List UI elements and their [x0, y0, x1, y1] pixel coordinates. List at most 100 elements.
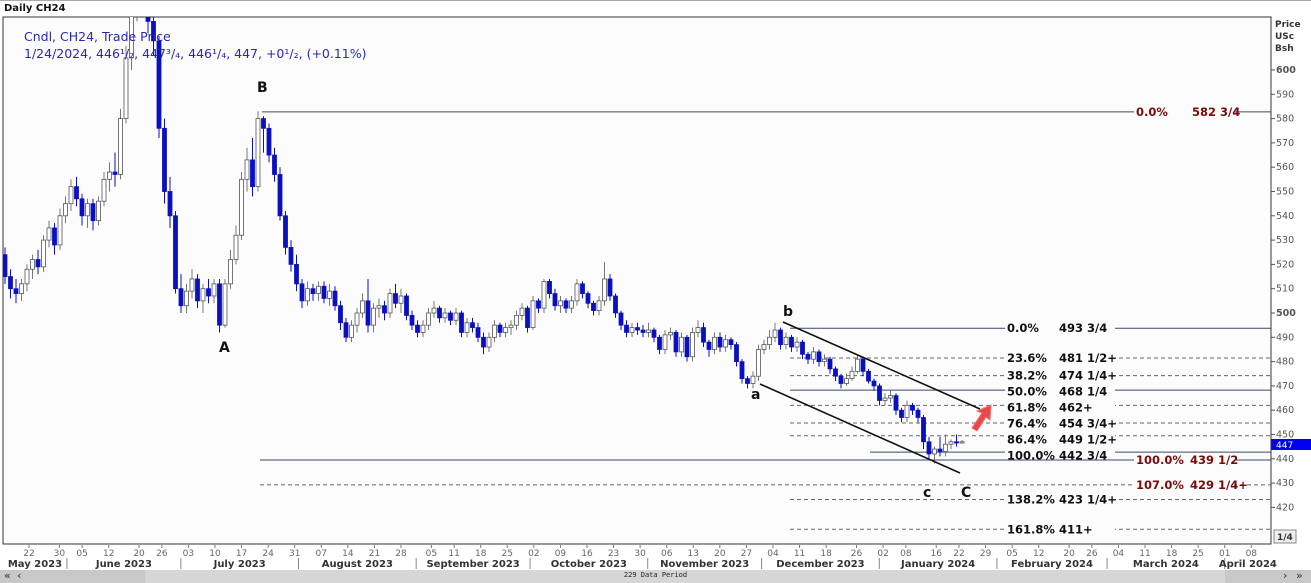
scroll-first-icon[interactable]: «	[4, 569, 11, 582]
fib-percent: 76.4%	[1007, 417, 1047, 431]
candle	[96, 196, 101, 226]
candle	[690, 327, 695, 362]
candle	[349, 320, 354, 343]
channel-upper-line[interactable]	[782, 321, 981, 410]
y-tick-label: 550	[1276, 187, 1294, 198]
candle	[816, 349, 822, 367]
candle-body	[217, 283, 222, 326]
channel-lower-line[interactable]	[759, 383, 961, 474]
candle-body	[761, 344, 767, 350]
x-tick-label: 25	[502, 549, 513, 559]
x-tick-label: 18	[820, 549, 832, 559]
candle	[514, 310, 519, 331]
scroll-last-icon[interactable]: »	[1296, 569, 1303, 582]
candle-body	[816, 351, 822, 363]
candle-body	[530, 300, 536, 328]
candle-body	[288, 246, 294, 265]
scroll-left-icon[interactable]: ‹	[17, 569, 22, 582]
fib-label-bg	[1005, 321, 1115, 335]
wave-label-a: a	[751, 387, 760, 403]
candle	[624, 320, 629, 338]
candle-body	[563, 300, 569, 309]
candle-body	[893, 395, 899, 411]
scrollbar-thumb[interactable]	[145, 570, 1225, 583]
candle-body	[607, 278, 613, 297]
wave-label-A: A	[219, 340, 230, 356]
candle-body	[662, 334, 668, 350]
candle	[360, 293, 365, 318]
candle	[563, 298, 569, 313]
candle	[789, 334, 794, 352]
candle-body	[360, 300, 365, 314]
candle	[145, 17, 151, 34]
candle	[376, 298, 382, 318]
fib-label-bg	[1005, 492, 1115, 506]
candle-body	[822, 358, 827, 363]
fib-percent: 50.0%	[1007, 385, 1047, 399]
candle-body	[690, 332, 695, 358]
candle-body	[602, 278, 607, 302]
month-label: February 2024	[1011, 559, 1093, 570]
candle	[684, 334, 690, 362]
candle	[800, 339, 805, 360]
candle-body	[492, 324, 497, 338]
candle-body	[552, 293, 558, 307]
candle-body	[712, 336, 717, 350]
candle-body	[910, 404, 915, 411]
x-tick-label: 28	[395, 549, 407, 559]
candle-body	[921, 417, 926, 443]
candle	[250, 138, 255, 197]
candle	[228, 249, 233, 289]
candle	[866, 368, 871, 384]
candle	[591, 300, 596, 316]
candle-body	[74, 186, 79, 200]
candle-body	[376, 305, 382, 309]
candle	[79, 193, 85, 226]
candle-body	[580, 283, 585, 294]
x-tick-label: 29	[980, 549, 992, 559]
candle	[13, 278, 19, 304]
candle	[206, 278, 211, 304]
candle	[519, 303, 525, 321]
fib-label-bg	[1134, 453, 1234, 467]
candle	[338, 300, 343, 331]
candle-body	[382, 305, 387, 314]
candle-body	[233, 234, 239, 260]
candle	[299, 278, 305, 309]
candle	[882, 393, 888, 406]
x-tick-label: 02	[528, 549, 539, 559]
x-tick-label: 09	[555, 549, 567, 559]
candle	[464, 317, 470, 338]
candle	[211, 278, 217, 304]
candle	[448, 310, 453, 326]
fib-label-bg	[1005, 416, 1115, 430]
time-axis[interactable]: 22 30 05 12 20 26 03 10 17 24 31 07 14 21 28 05 11 18 25 02…	[0, 545, 1311, 570]
fib-label-bg	[1005, 350, 1115, 364]
candle	[547, 278, 552, 299]
candle	[239, 172, 244, 241]
candle	[640, 325, 646, 338]
candle	[409, 310, 415, 331]
price-axis[interactable]: Price USc Bsh 447 1/4 600 590 580 570 560 550…	[1270, 17, 1311, 544]
x-tick-label: 10	[209, 549, 221, 559]
candle-body	[849, 370, 855, 380]
month-label: July 2023	[213, 559, 266, 570]
scroll-right-icon[interactable]: ›	[1283, 569, 1288, 582]
candle-body	[558, 300, 563, 307]
candle-body	[393, 293, 398, 304]
channel[interactable]	[759, 321, 981, 474]
candle	[525, 305, 530, 333]
x-tick-label: 16	[581, 549, 593, 559]
x-tick-label: 30	[634, 549, 646, 559]
fraction-box[interactable]	[1273, 529, 1297, 544]
x-tick-label: 25	[1192, 549, 1203, 559]
x-tick-label: 12	[1033, 549, 1044, 559]
candle	[481, 332, 486, 355]
candle	[141, 0, 145, 2]
x-tick-label: 31	[289, 549, 300, 559]
candle-body	[695, 327, 701, 333]
candle	[118, 108, 123, 180]
candle-body	[316, 285, 321, 294]
candle-body	[756, 349, 761, 377]
